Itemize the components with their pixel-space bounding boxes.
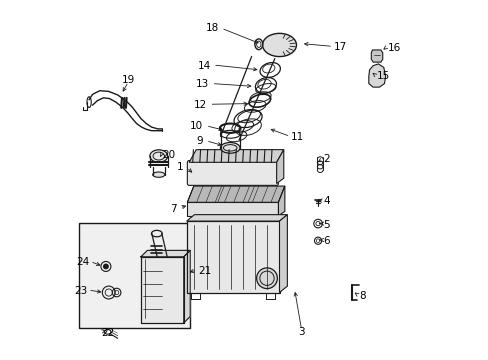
Polygon shape — [276, 150, 283, 184]
Polygon shape — [279, 215, 287, 293]
Text: 19: 19 — [122, 75, 135, 85]
Circle shape — [103, 264, 108, 269]
Polygon shape — [187, 186, 285, 202]
Bar — [186, 221, 279, 293]
Ellipse shape — [220, 143, 240, 153]
Text: 5: 5 — [323, 220, 329, 230]
Text: 13: 13 — [195, 79, 208, 89]
Text: 1: 1 — [177, 162, 183, 172]
Text: 7: 7 — [170, 203, 176, 213]
Text: 10: 10 — [190, 121, 203, 131]
Polygon shape — [189, 150, 283, 162]
Ellipse shape — [256, 268, 277, 289]
Text: 2: 2 — [323, 154, 329, 163]
Text: 8: 8 — [358, 291, 365, 301]
Polygon shape — [368, 64, 385, 87]
Bar — [141, 257, 183, 323]
Text: 18: 18 — [206, 23, 219, 33]
Ellipse shape — [149, 150, 167, 162]
Text: 17: 17 — [333, 42, 346, 52]
Text: 12: 12 — [193, 100, 206, 110]
Text: 16: 16 — [386, 43, 400, 53]
Text: 21: 21 — [198, 266, 211, 276]
Text: 11: 11 — [290, 132, 304, 142]
Bar — [80, 223, 190, 328]
Bar — [187, 202, 278, 216]
Polygon shape — [183, 250, 190, 323]
Text: 23: 23 — [74, 287, 87, 296]
Text: 9: 9 — [196, 136, 203, 147]
Text: 20: 20 — [162, 150, 175, 160]
Polygon shape — [141, 250, 190, 257]
Text: 6: 6 — [323, 236, 329, 246]
Text: 15: 15 — [376, 71, 389, 81]
Polygon shape — [186, 215, 287, 221]
Text: 24: 24 — [76, 257, 89, 267]
Text: 22: 22 — [102, 328, 115, 338]
Text: 14: 14 — [197, 61, 210, 71]
Ellipse shape — [262, 33, 296, 57]
FancyBboxPatch shape — [187, 161, 278, 185]
Text: 4: 4 — [323, 197, 329, 206]
Polygon shape — [370, 50, 382, 62]
Ellipse shape — [152, 172, 164, 177]
Polygon shape — [278, 186, 285, 216]
Bar — [141, 257, 183, 323]
Text: 3: 3 — [298, 327, 304, 337]
